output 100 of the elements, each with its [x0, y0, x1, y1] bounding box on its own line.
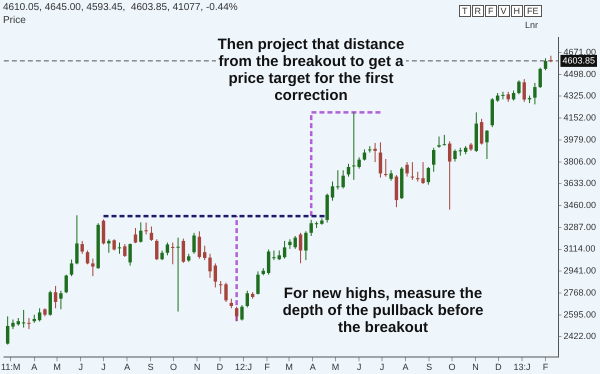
x-tick-label: D: [495, 362, 502, 372]
x-tick-label: J: [380, 362, 384, 372]
candlestick: [288, 238, 292, 250]
candlestick: [432, 147, 436, 172]
candlestick: [112, 238, 116, 252]
candlestick: [298, 232, 302, 264]
text: Price: [3, 15, 26, 26]
x-tick-label: M: [332, 362, 340, 372]
candlestick: [192, 232, 196, 254]
x-tick-label: 11:M: [1, 362, 20, 372]
x-tick-label: J: [101, 362, 106, 372]
candlestick: [48, 290, 52, 316]
y-tick-label: 3114.00: [563, 244, 596, 254]
annotation: For new highs, measure the depth of the pullback before the breakout: [282, 285, 484, 336]
x-tick-label: M: [53, 362, 61, 372]
candlestick: [256, 270, 260, 296]
x-tick-label: F: [264, 362, 270, 372]
text: Lnr: [525, 20, 538, 30]
candlestick: [410, 162, 414, 180]
y-tick-label: 3460.00: [563, 200, 596, 210]
x-tick-label: N: [472, 362, 479, 372]
candlestick: [246, 290, 250, 308]
candlestick: [160, 250, 164, 261]
candlestick: [405, 162, 409, 178]
candlestick: [512, 90, 516, 102]
candlestick: [533, 82, 537, 105]
candlestick: [234, 306, 238, 322]
candlestick: [426, 166, 430, 186]
candlestick: [123, 244, 127, 258]
x-tick-label: A: [310, 362, 316, 372]
candlestick: [357, 156, 361, 170]
candlestick: [517, 80, 521, 95]
candlestick: [448, 140, 452, 210]
annotation: Then project that distance from the breakout to get a price target for the first correction: [216, 36, 406, 104]
x-tick-label: J: [356, 362, 362, 372]
candlestick: [506, 91, 510, 102]
candlestick: [198, 230, 202, 260]
y-tick-label: 2768.00: [563, 287, 596, 298]
candlestick: [54, 285, 58, 309]
candlestick: [155, 238, 158, 261]
candlestick: [214, 262, 218, 288]
candlestick: [389, 170, 393, 182]
x-tick-label: A: [124, 362, 130, 372]
x-tick-label: A: [31, 362, 38, 372]
x-tick-label: F: [542, 362, 549, 372]
candlestick: [352, 112, 356, 180]
text: R: [472, 5, 484, 17]
candlestick: [341, 170, 345, 189]
x-tick-label: N: [194, 362, 200, 372]
text: T: [459, 5, 470, 17]
y-tick-label: 3633.00: [563, 178, 596, 188]
candlestick: [218, 280, 222, 294]
text: V: [498, 5, 510, 17]
text: FE: [524, 5, 542, 17]
x-tick-label: 13:J: [513, 362, 530, 372]
y-tick-label: 4671.00: [563, 46, 596, 57]
candlestick: [373, 142, 377, 163]
text: H: [510, 5, 524, 17]
candlestick: [282, 240, 286, 260]
candlestick: [6, 316, 10, 346]
x-tick-label: J: [78, 362, 83, 372]
y-tick-label: 3979.00: [563, 134, 596, 144]
candlestick: [442, 134, 446, 146]
candlestick: [176, 237, 180, 312]
candlestick: [22, 309, 26, 328]
candlestick: [75, 214, 79, 265]
text: 4610.05, 4645.00, 4593.45, 4603.85, 41077, -0.44%: [3, 2, 238, 13]
x-tick-label: O: [170, 362, 178, 372]
y-tick-label: 3287.00: [563, 222, 596, 232]
x-tick-label: D: [216, 362, 224, 372]
candlestick: [480, 118, 484, 146]
y-tick-label: 4498.00: [563, 68, 596, 79]
x-tick-label: O: [448, 362, 456, 372]
y-tick-label: 2941.00: [563, 266, 596, 276]
y-tick-label: 2595.00: [563, 309, 596, 320]
x-tick-label: S: [148, 362, 154, 372]
candlestick: [128, 242, 132, 266]
y-tick-label: 3806.00: [563, 156, 596, 166]
x-tick-label: 12:J: [234, 362, 252, 372]
candlestick: [38, 308, 42, 322]
candlestick: [107, 238, 111, 254]
candlestick: [64, 274, 68, 294]
candlestick: [86, 250, 90, 265]
candlestick: [304, 230, 308, 261]
candlestick: [336, 170, 340, 190]
candlestick: [294, 235, 297, 250]
candlestick: [421, 162, 425, 185]
candlestick: [80, 240, 84, 254]
candlestick: [522, 78, 526, 102]
candlestick: [278, 250, 281, 261]
x-tick-label: M: [285, 362, 293, 372]
candlestick: [230, 298, 234, 309]
candlestick: [70, 258, 74, 277]
candlestick: [485, 130, 489, 160]
x-tick-label: A: [402, 362, 409, 372]
candlestick: [538, 67, 542, 88]
candlestick: [59, 290, 63, 310]
y-tick-label: 2422.00: [563, 331, 596, 342]
candlestick: [139, 222, 142, 244]
candlestick: [144, 222, 148, 235]
